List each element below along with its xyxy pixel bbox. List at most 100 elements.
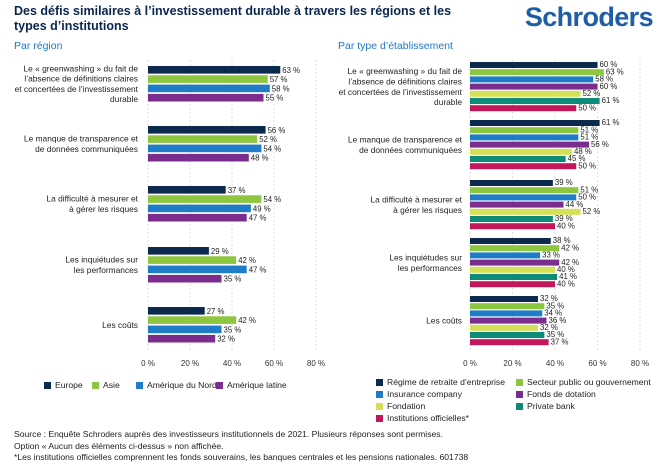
data-label: 51 % (580, 125, 598, 134)
data-label: 34 % (544, 309, 562, 318)
data-label: 32 % (540, 323, 558, 332)
data-label: 32 % (217, 335, 235, 344)
data-label: 27 % (207, 307, 225, 316)
bar (148, 195, 262, 203)
legend-item: Insurance company (376, 389, 462, 399)
data-label: 60 % (600, 82, 618, 91)
legend-item: Asie (92, 380, 120, 390)
bar (148, 307, 205, 315)
bar (470, 156, 566, 162)
x-tick-label: 80 % (307, 359, 325, 368)
x-tick-label: 80 % (631, 359, 649, 368)
legend-item: Fonds de dotation (516, 389, 596, 399)
data-label: 50 % (578, 193, 596, 202)
data-label: 33 % (542, 251, 560, 260)
bar (148, 186, 226, 194)
bar (470, 238, 551, 244)
bar (148, 204, 251, 213)
data-label: 51 % (580, 133, 598, 142)
bar (148, 144, 262, 153)
bar (470, 98, 600, 104)
bar (470, 281, 555, 288)
data-label: 61 % (602, 96, 620, 105)
bar (470, 127, 579, 134)
data-label: 63 % (606, 67, 624, 76)
legend-label: Amérique latine (227, 380, 287, 390)
legend-swatch (516, 378, 523, 386)
bar (470, 324, 538, 331)
bar (148, 274, 222, 283)
legend-label: Régime de retraite d’entreprise (387, 377, 505, 387)
footer-institutions-note: *Les institutions officielles comprennen… (14, 452, 469, 462)
legend-item: Private bank (516, 401, 575, 411)
category-label: Les coûts (426, 316, 462, 326)
category-label: l’absence de définitions claires (24, 74, 138, 84)
footer-notes: Source : Enquête Schroders auprès des in… (14, 429, 468, 464)
bar (148, 265, 247, 274)
footer-source: Source : Enquête Schroders auprès des in… (14, 429, 443, 439)
bar (148, 334, 216, 343)
data-label: 58 % (595, 75, 613, 84)
bar (470, 216, 553, 222)
bar (470, 194, 577, 201)
data-label: 36 % (549, 316, 567, 325)
schroders-logo: Schroders (524, 2, 654, 32)
bar (470, 339, 549, 346)
x-tick-label: 20 % (503, 359, 521, 368)
legend-swatch (216, 381, 223, 389)
bar (148, 66, 281, 74)
data-label: 48 % (251, 154, 269, 163)
bar (148, 316, 237, 324)
data-label: 38 % (553, 236, 571, 245)
data-label: 51 % (580, 185, 598, 194)
legend-item: Fondation (376, 401, 425, 411)
bar (470, 62, 598, 68)
legend-swatch (376, 414, 383, 422)
x-tick-label: 0 % (141, 359, 155, 368)
data-label: 35 % (546, 301, 564, 310)
data-label: 60 % (600, 60, 618, 69)
category-label: à gérer les risques (69, 204, 138, 214)
legend-swatch (136, 381, 143, 389)
data-label: 47 % (249, 265, 267, 274)
data-label: 37 % (551, 337, 569, 346)
data-label: 50 % (578, 161, 596, 170)
bar (470, 252, 541, 259)
bar (470, 134, 579, 141)
legend-label: Secteur public ou gouvernement (527, 377, 651, 387)
category-label: La difficulté à mesurer et (370, 194, 462, 204)
bar (470, 317, 547, 324)
x-tick-label: 40 % (223, 359, 241, 368)
bar (470, 163, 577, 170)
bar (148, 75, 268, 83)
data-label: 61 % (602, 118, 620, 127)
data-label: 29 % (211, 247, 229, 256)
data-label: 39 % (555, 214, 573, 223)
bar (470, 83, 598, 90)
data-label: 52 % (583, 89, 601, 98)
bar (470, 120, 600, 126)
data-label: 52 % (583, 207, 601, 216)
data-label: 55 % (266, 94, 284, 103)
data-label: 40 % (557, 279, 575, 288)
bar (470, 148, 572, 155)
bar (148, 135, 258, 143)
data-label: 52 % (259, 135, 277, 144)
data-label: 42 % (238, 316, 256, 325)
data-label: 35 % (224, 275, 242, 284)
category-label: et concertées de l’investissement (339, 87, 463, 97)
category-label: Le manque de transparence et (24, 134, 139, 144)
data-label: 63 % (282, 66, 300, 75)
legend-label: Fondation (387, 401, 426, 411)
bar (470, 180, 553, 186)
subtitle-region: Par région (14, 40, 63, 52)
data-label: 41 % (559, 272, 577, 281)
legend-label: Europe (55, 380, 83, 390)
bar (470, 223, 555, 230)
x-tick-label: 60 % (265, 359, 283, 368)
bar (148, 325, 222, 334)
legend-label: Asie (103, 380, 120, 390)
data-label: 45 % (568, 154, 586, 163)
category-label: de données communiquées (35, 144, 138, 154)
bar (470, 90, 581, 97)
